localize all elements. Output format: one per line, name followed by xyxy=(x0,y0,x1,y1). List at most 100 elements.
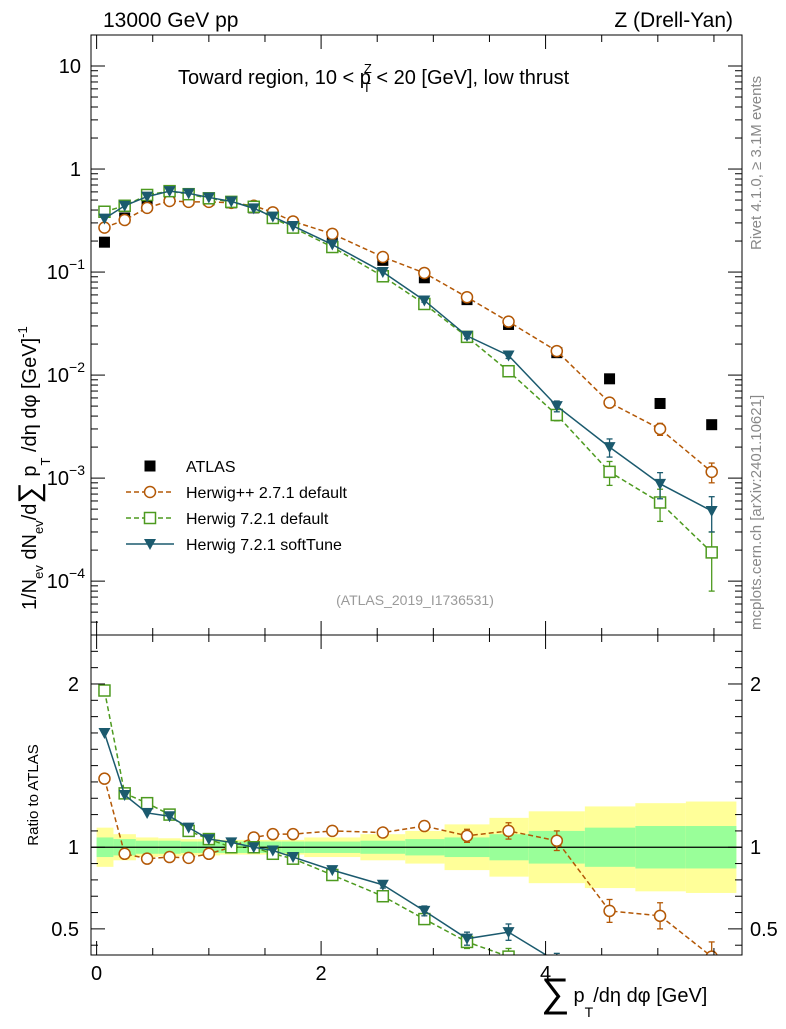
ylab-sup: -1 xyxy=(15,326,30,338)
xlab-sub: T xyxy=(585,1004,594,1020)
x-tick-label-0: 0 xyxy=(91,963,102,985)
ratio-point-soft-6 xyxy=(225,837,238,849)
legend-marker-soft xyxy=(144,539,156,550)
ratio-point-soft-18 xyxy=(706,981,718,992)
ratio-point-h721-0 xyxy=(98,684,111,697)
point-hpp-15 xyxy=(550,344,564,358)
point-soft-14 xyxy=(502,350,515,362)
main-y-tick-base-4: 10 xyxy=(47,468,69,490)
ratio-y-tick-label-right-2: 0.5 xyxy=(750,919,778,941)
point-soft-10 xyxy=(326,239,339,251)
point-hpp-16 xyxy=(603,396,616,409)
ratio-point-h721-2 xyxy=(140,796,154,810)
ratio-point-soft-8 xyxy=(266,845,279,857)
point-hpp-1 xyxy=(118,213,131,227)
main-y-tick-exp-5: −4 xyxy=(69,565,85,581)
ratio-point-hpp-8 xyxy=(266,827,280,841)
x-tick-label-2: 4 xyxy=(540,963,551,985)
point-atlas-0 xyxy=(98,236,110,248)
legend-label-hpp: Herwig++ 2.7.1 default xyxy=(186,485,348,502)
point-hpp-12 xyxy=(418,266,431,280)
main-y-tick-exp-4: −3 xyxy=(69,462,85,478)
point-soft-9 xyxy=(287,220,300,232)
point-soft-5 xyxy=(202,192,215,204)
process-label: Z (Drell-Yan) xyxy=(614,9,733,32)
main-y-tick-label-3: 10−2 xyxy=(47,359,85,387)
main-plot-area xyxy=(98,184,718,592)
ratio-y-tick-label-1: 1 xyxy=(68,837,79,859)
legend-item-hpp: Herwig++ 2.7.1 default xyxy=(126,485,348,502)
ratio-point-hpp-11 xyxy=(376,826,390,839)
point-h721-14 xyxy=(502,364,515,378)
ylab-sub1: ev xyxy=(31,565,46,579)
point-soft-11 xyxy=(376,267,389,279)
ratio-y-tick-label-right-1: 1 xyxy=(750,837,761,859)
main-y-tick-base-2: 10 xyxy=(47,262,69,284)
point-hpp-2 xyxy=(140,201,154,215)
plot-title-sup: Z xyxy=(364,61,372,76)
point-soft-17 xyxy=(654,478,667,490)
main-y-tick-label-1: 1 xyxy=(70,159,81,181)
ratio-axes: 0 2 4 2 2 1 1 0.5 0.5 xyxy=(51,635,778,985)
ratio-point-soft-13 xyxy=(461,933,474,945)
ratio-point-hpp-14 xyxy=(502,824,515,838)
point-soft-2 xyxy=(141,191,154,203)
legend: ATLAS Herwig++ 2.7.1 default Herwig 7.2.1 … xyxy=(126,459,348,554)
point-soft-1 xyxy=(118,200,131,212)
point-soft-3 xyxy=(163,186,176,198)
ratio-point-hpp-5 xyxy=(202,847,216,861)
ylab-d: /dη dφ [GeV] xyxy=(19,338,41,458)
ratio-point-soft-15 xyxy=(551,957,563,968)
legend-label-h721: Herwig 7.2.1 default xyxy=(186,511,329,528)
ratio-y-tick-label-2: 0.5 xyxy=(51,919,79,941)
ratio-point-hpp-10 xyxy=(326,824,339,838)
point-soft-0 xyxy=(98,213,111,225)
ylab-b: dN xyxy=(19,534,41,565)
ratio-point-hpp-3 xyxy=(163,850,176,864)
main-y-tick-label-5: 10−4 xyxy=(47,565,85,593)
point-soft-15 xyxy=(550,401,563,413)
main-y-tick-label-4: 10−3 xyxy=(47,462,85,490)
main-y-tick-base-3: 10 xyxy=(47,365,69,387)
ylab-sigma: ∑ xyxy=(13,482,46,503)
legend-marker-hpp xyxy=(143,485,157,499)
plot-title-b: < 20 [GeV], low thrust xyxy=(371,67,570,89)
ratio-point-hpp-9 xyxy=(286,827,300,841)
main-y-tick-label-2: 10−1 xyxy=(47,256,85,284)
ratio-y-axis-label: Ratio to ATLAS xyxy=(25,744,42,845)
ratio-point-hpp-17 xyxy=(653,909,667,923)
point-soft-16 xyxy=(603,442,616,454)
ratio-point-soft-12 xyxy=(418,905,431,917)
rivet-label: Rivet 4.1.0, ≥ 3.1M events xyxy=(748,76,765,250)
mcplots-label: mcplots.cern.ch [arXiv:2401.10621] xyxy=(748,395,765,630)
ylab-sub2: ev xyxy=(31,520,46,534)
point-soft-18 xyxy=(705,505,718,517)
xlab-p: p xyxy=(574,985,585,1007)
ratio-point-hpp-4 xyxy=(182,851,195,865)
ratio-point-soft-10 xyxy=(326,865,339,877)
main-y-tick-label-0: 10 xyxy=(59,56,81,78)
legend-item-soft: Herwig 7.2.1 softTune xyxy=(126,537,342,554)
legend-item-atlas: ATLAS xyxy=(144,459,236,476)
xlab-rest: /dη dφ [GeV] xyxy=(593,985,707,1007)
point-h721-16 xyxy=(603,465,616,479)
ratio-point-soft-11 xyxy=(376,879,389,891)
point-soft-13 xyxy=(461,330,474,342)
point-hpp-14 xyxy=(502,315,515,328)
ratio-point-soft-4 xyxy=(182,822,195,834)
legend-item-h721: Herwig 7.2.1 default xyxy=(126,511,329,528)
legend-marker-h721 xyxy=(143,511,157,525)
legend-label-atlas: ATLAS xyxy=(186,459,236,476)
series-soft xyxy=(98,186,718,533)
analysis-id: (ATLAS_2019_I1736531) xyxy=(336,592,494,608)
ratio-point-soft-1 xyxy=(118,790,131,801)
ratio-point-hpp-13 xyxy=(460,829,474,843)
series-hpp xyxy=(98,194,718,484)
ratio-plot-area xyxy=(91,684,742,992)
ratio-point-hpp-0 xyxy=(98,772,111,785)
point-atlas-16 xyxy=(604,373,616,385)
point-hpp-10 xyxy=(326,227,339,241)
ratio-point-hpp-16 xyxy=(603,904,616,918)
